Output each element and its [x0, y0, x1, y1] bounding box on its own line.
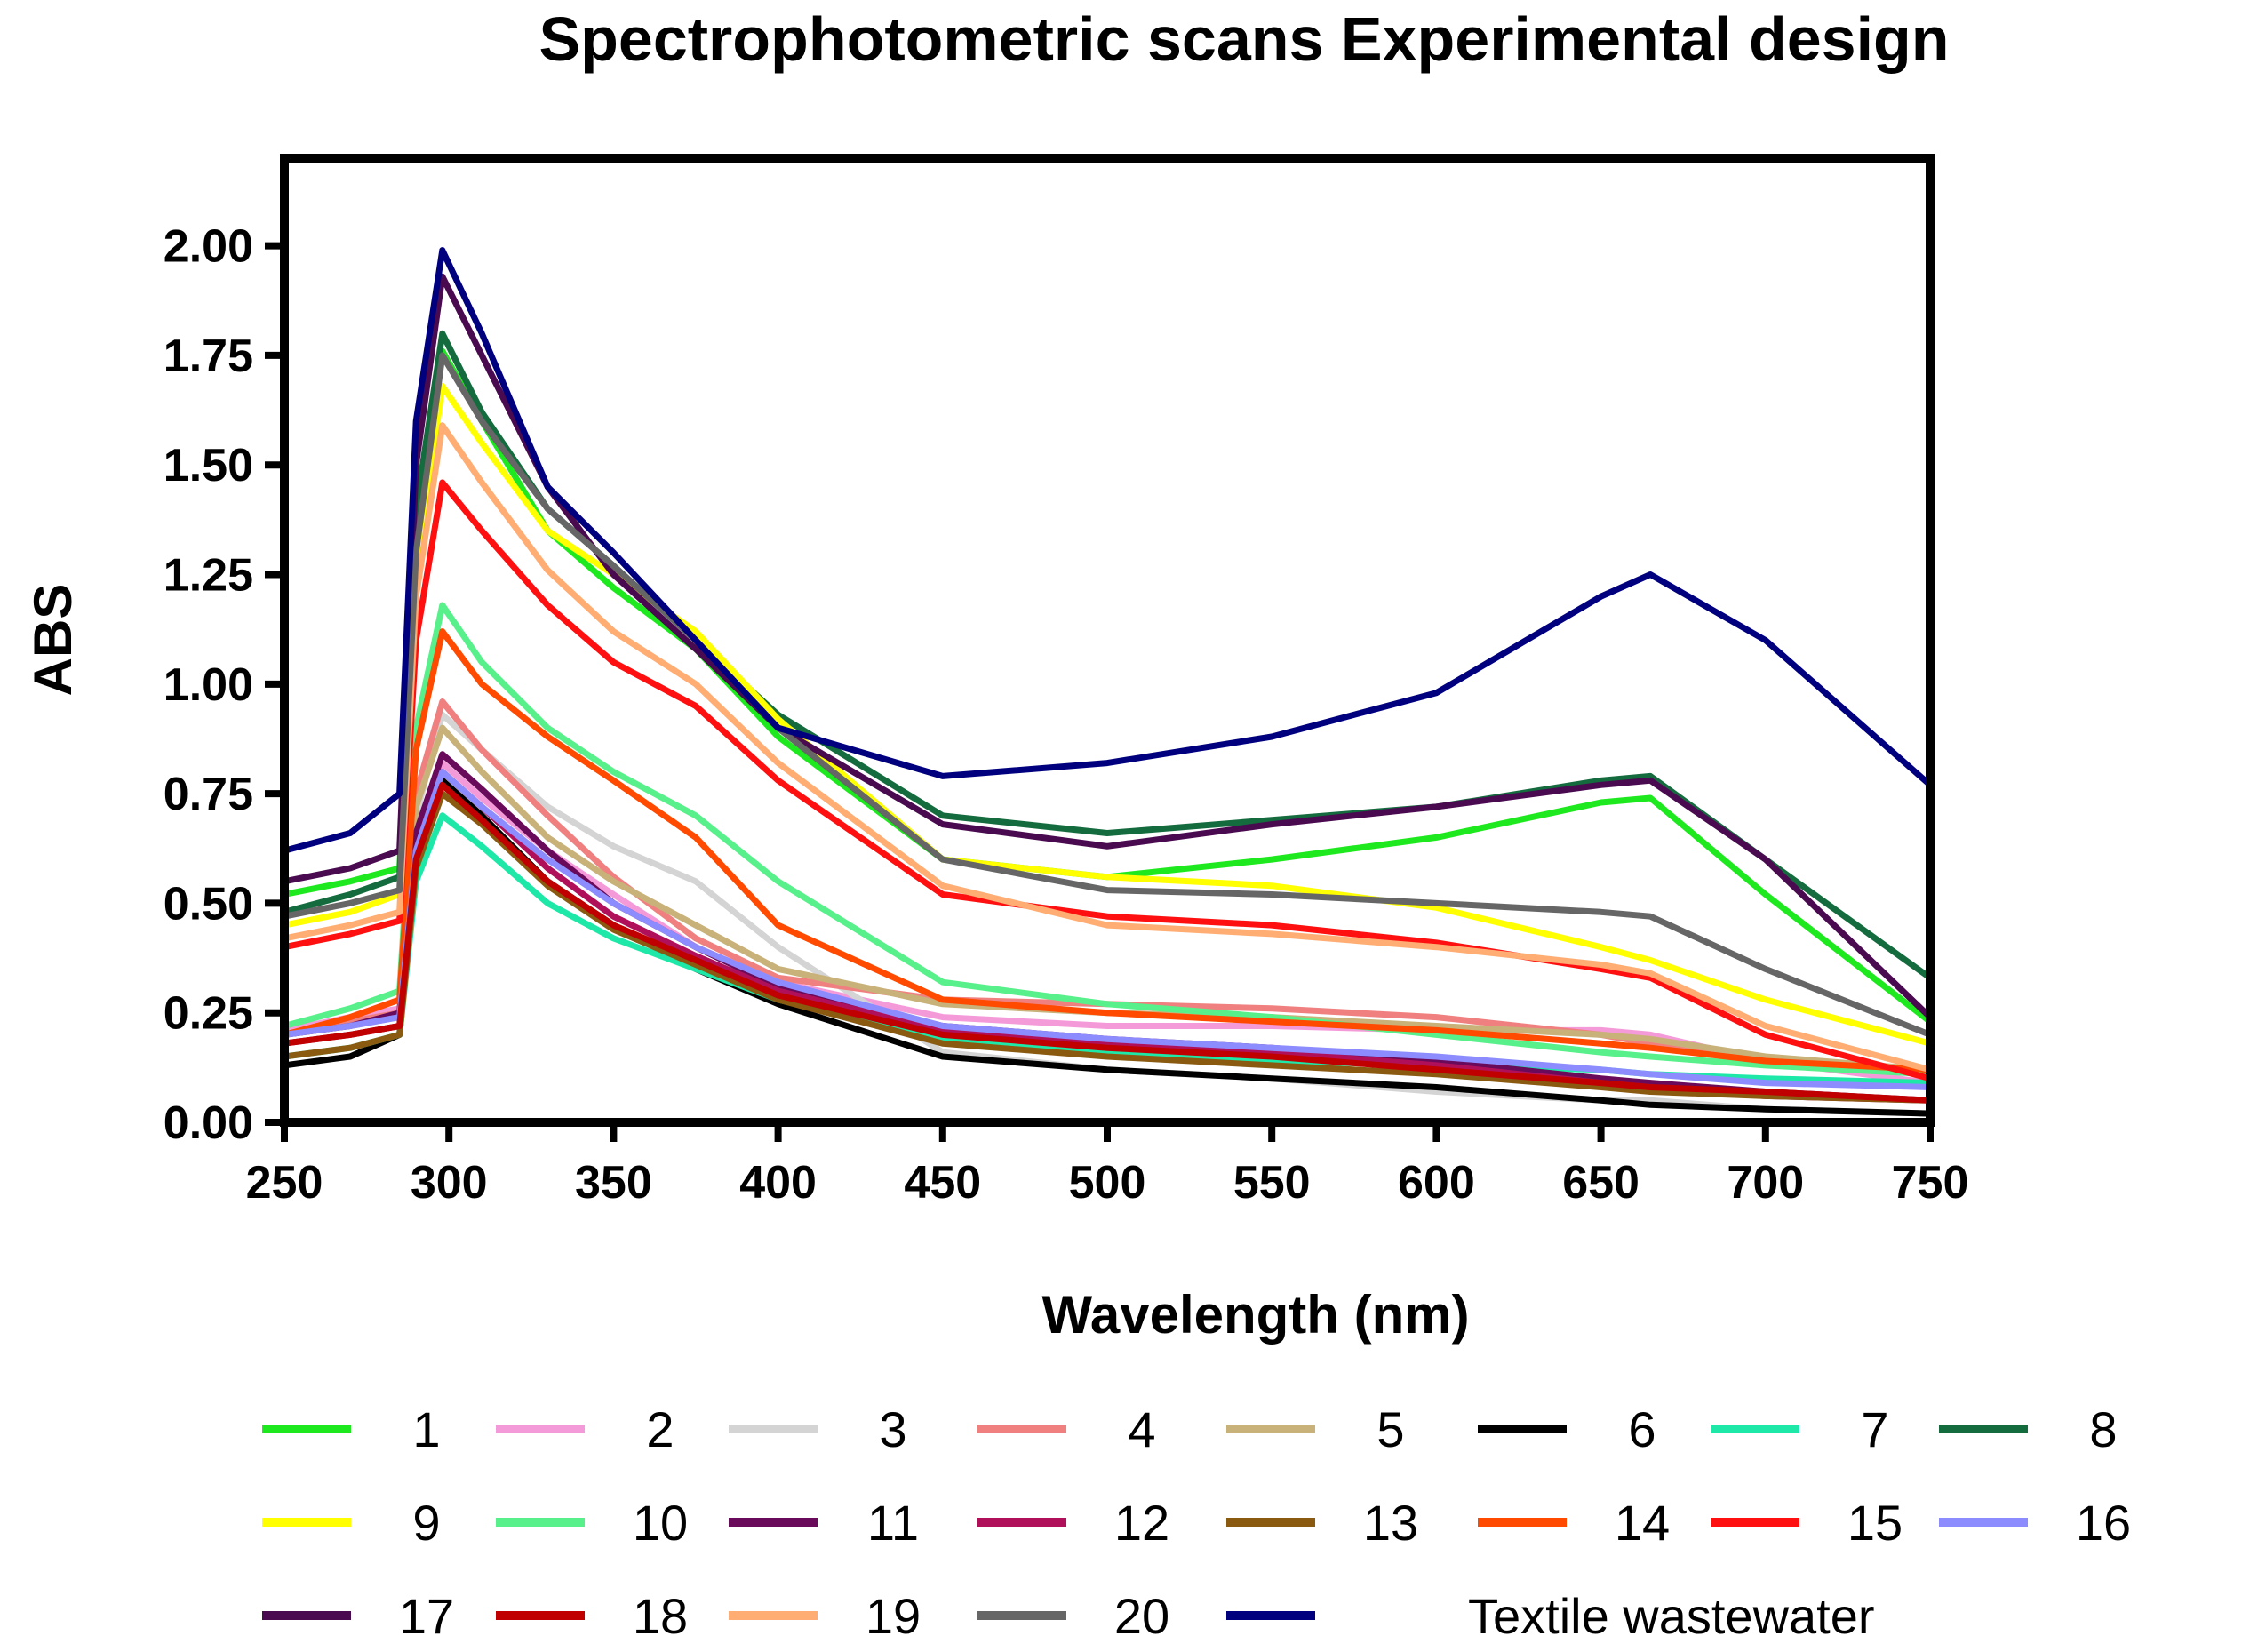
chart-title: Spectrophotometric scans Experimental de… — [539, 4, 1949, 74]
y-tick-label: 0.25 — [164, 988, 253, 1040]
legend-label: 13 — [1363, 1495, 1418, 1551]
legend-label: 20 — [1114, 1588, 1169, 1644]
legend-label: 10 — [633, 1495, 688, 1551]
x-tick-label: 450 — [904, 1157, 981, 1209]
series-line-17 — [284, 273, 1930, 1021]
plot-frame — [280, 154, 1935, 1127]
x-axis-label: Wavelength (nm) — [1041, 1285, 1469, 1345]
legend-label: 3 — [879, 1401, 906, 1457]
y-tick-label: 1.50 — [164, 440, 253, 491]
series-line-14 — [284, 628, 1930, 1073]
y-tick-label: 0.00 — [164, 1097, 253, 1149]
legend-label: 6 — [1628, 1401, 1656, 1457]
legend-label: 8 — [2089, 1401, 2117, 1457]
legend-label: 11 — [867, 1495, 919, 1551]
x-tick-label: 400 — [739, 1157, 817, 1209]
y-axis-label: ABS — [23, 584, 83, 697]
y-tick-label: 2.00 — [164, 221, 253, 273]
x-tick-label: 300 — [411, 1157, 488, 1209]
legend-label: 16 — [2076, 1495, 2131, 1551]
series-line-5 — [284, 724, 1930, 1073]
y-tick-label: 0.50 — [164, 878, 253, 930]
legend-label: 4 — [1128, 1401, 1155, 1457]
series-line-8 — [284, 330, 1930, 981]
x-tick-label: 250 — [246, 1157, 323, 1209]
x-tick-label: 550 — [1233, 1157, 1311, 1209]
series-line-18 — [284, 781, 1930, 1104]
y-tick-label: 1.75 — [164, 331, 253, 382]
legend-label: 12 — [1114, 1495, 1169, 1551]
axis-ticks: 250 300 350 400 450 500 550 600 650 700 750 0.00 0.2… — [164, 221, 1969, 1209]
legend-label: Textile wastewater — [1468, 1588, 1875, 1644]
legend-label: 9 — [412, 1495, 440, 1551]
legend-label: 5 — [1376, 1401, 1404, 1457]
legend-label: 17 — [399, 1588, 454, 1644]
series-layer — [284, 247, 1930, 1117]
x-tick-label: 500 — [1069, 1157, 1146, 1209]
x-tick-label: 650 — [1562, 1157, 1640, 1209]
x-tick-label: 350 — [575, 1157, 652, 1209]
y-tick-label: 0.75 — [164, 769, 253, 820]
x-tick-label: 600 — [1398, 1157, 1475, 1209]
legend-label: 2 — [646, 1401, 674, 1457]
x-tick-label: 700 — [1727, 1157, 1804, 1209]
x-tick-label: 750 — [1892, 1157, 1969, 1209]
y-tick-label: 1.00 — [164, 659, 253, 711]
legend-label: 14 — [1615, 1495, 1670, 1551]
legend-label: 18 — [633, 1588, 688, 1644]
legend-label: 19 — [866, 1588, 921, 1644]
y-tick-label: 1.25 — [164, 550, 253, 602]
series-line-21 — [284, 247, 1930, 854]
legend-label: 7 — [1861, 1401, 1888, 1457]
legend-label: 15 — [1847, 1495, 1903, 1551]
legend-label: 1 — [412, 1401, 440, 1457]
